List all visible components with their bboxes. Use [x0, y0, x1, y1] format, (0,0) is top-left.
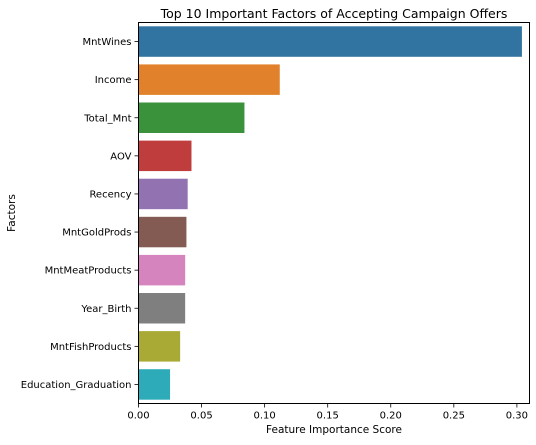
- y-ticks-group: MntWines Income Total_Mnt AOV Recency MntGold…: [21, 37, 139, 391]
- y-tick-label: MntFishProducts: [50, 342, 131, 353]
- x-tick-label: 0.30: [506, 411, 528, 422]
- x-axis-label: Feature Importance Score: [266, 424, 402, 436]
- plot-frame: [138, 22, 530, 404]
- y-tick-label: Income: [95, 75, 132, 86]
- bar-mntmeatproducts: [138, 254, 186, 286]
- x-tick-label: 0.15: [317, 411, 339, 422]
- bar-education-graduation: [138, 369, 171, 400]
- y-tick-label: AOV: [110, 151, 131, 162]
- x-tick-label: 0.00: [127, 411, 149, 422]
- bar-mntfishproducts: [138, 331, 181, 362]
- x-tick-label: 0.25: [443, 411, 465, 422]
- bar-mntwines: [138, 26, 522, 57]
- y-tick-label: MntGoldProds: [62, 228, 131, 239]
- y-tick-label: Total_Mnt: [83, 113, 131, 124]
- y-tick-label: Education_Graduation: [21, 380, 132, 391]
- y-tick-label: MntMeatProducts: [45, 266, 132, 277]
- chart-title: Top 10 Important Factors of Accepting Ca…: [160, 6, 508, 21]
- bar-income: [138, 64, 280, 95]
- y-tick-label: Recency: [89, 189, 131, 200]
- x-tick-label: 0.10: [253, 411, 275, 422]
- bar-total-mnt: [138, 102, 245, 133]
- x-tick-label: 0.20: [380, 411, 402, 422]
- bar-recency: [138, 178, 188, 210]
- x-ticks-group: 0.00 0.05 0.10 0.15 0.20 0.25 0.30: [127, 403, 528, 422]
- bar-year-birth: [138, 293, 186, 324]
- bar-mntgoldprods: [138, 216, 187, 248]
- bars-group: [138, 26, 522, 400]
- x-tick-label: 0.05: [190, 411, 212, 422]
- y-tick-label: MntWines: [82, 37, 131, 48]
- y-tick-label: Year_Birth: [80, 304, 131, 315]
- bar-aov: [138, 140, 192, 172]
- y-axis-label: Factors: [6, 194, 18, 232]
